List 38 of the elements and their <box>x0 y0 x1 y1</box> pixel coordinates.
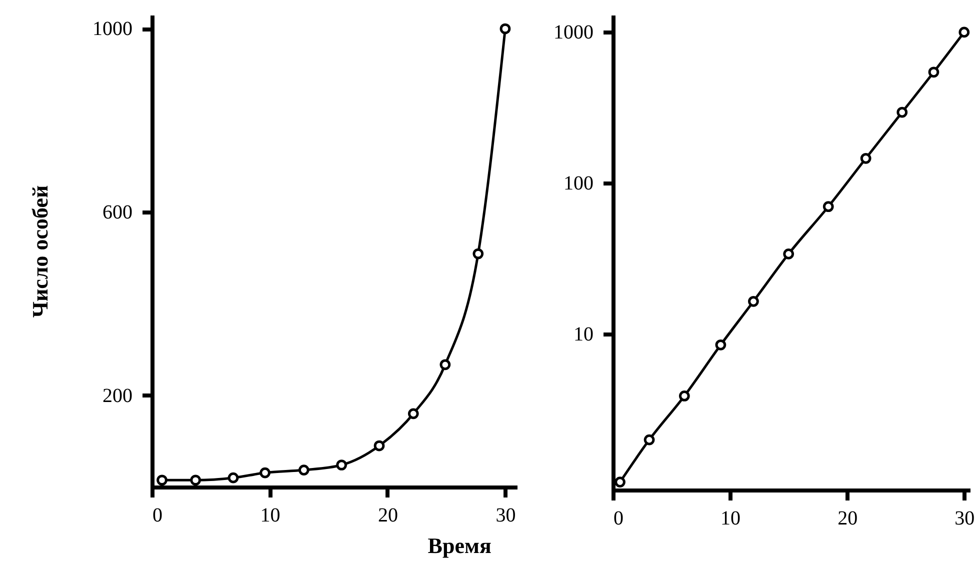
point <box>408 408 419 420</box>
x-tick-label: 30 <box>496 504 516 526</box>
y-tick-label: 600 <box>102 202 132 224</box>
point <box>928 66 940 78</box>
x-tick-label: 20 <box>838 508 858 530</box>
point <box>472 248 484 260</box>
point <box>190 474 201 486</box>
x-tick-label: 0 <box>614 508 624 530</box>
y-axis-title: Число особей <box>28 185 52 318</box>
point <box>228 472 239 484</box>
x-tick-label: 20 <box>378 504 398 526</box>
y-tick-label: 1000 <box>92 18 132 40</box>
y-tick-label: 100 <box>564 172 594 195</box>
point <box>678 390 690 402</box>
point <box>644 434 655 446</box>
point <box>500 23 511 34</box>
y-tick-label: 10 <box>574 324 594 346</box>
point <box>958 26 970 38</box>
point <box>260 467 270 478</box>
point <box>748 296 759 307</box>
point <box>783 248 794 260</box>
x-tick-label: 10 <box>720 508 741 530</box>
x-tick-label: 0 <box>152 504 162 526</box>
point <box>298 464 310 476</box>
point <box>860 152 872 164</box>
x-tick-label: 10 <box>260 504 280 526</box>
point <box>156 474 168 486</box>
y-tick-label: 200 <box>102 384 132 407</box>
point <box>896 106 908 118</box>
x-axis-title: Время <box>428 533 492 558</box>
point <box>715 339 726 350</box>
point <box>614 476 626 488</box>
point <box>374 440 385 452</box>
point <box>440 359 451 370</box>
y-tick-label: 1000 <box>554 22 594 44</box>
point <box>336 460 347 470</box>
x-tick-label: 30 <box>954 508 975 530</box>
point <box>822 201 834 212</box>
